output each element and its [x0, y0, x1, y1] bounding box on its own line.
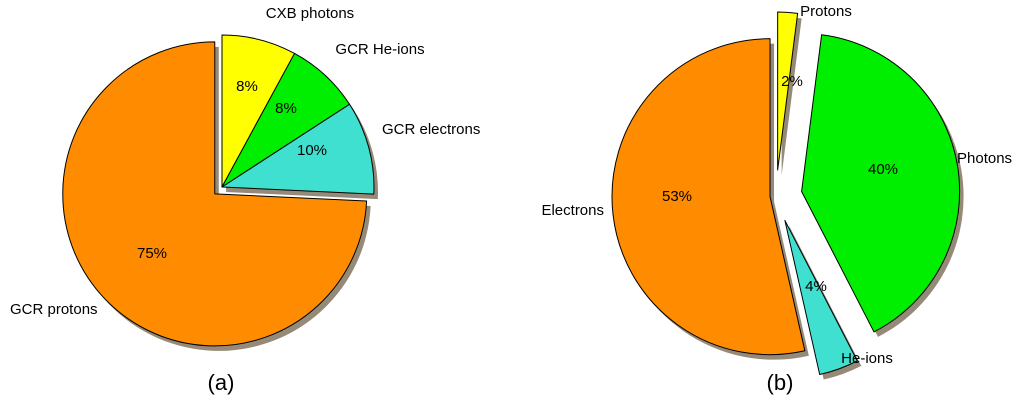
- slice-percent-cxb-photons: 8%: [236, 78, 258, 95]
- slice-percent-gcr-he-ions: 8%: [275, 100, 297, 117]
- pie-chart-a: CXB photons 8% GCR He-ions 8% GCR electrons 1…: [10, 5, 480, 351]
- slice-percent-photons: 40%: [868, 161, 898, 178]
- pie-slice-gcr-electrons: [221, 103, 375, 195]
- slice-percent-gcr-protons: 75%: [137, 245, 167, 262]
- slice-label-gcr-electrons: GCR electrons: [382, 121, 480, 138]
- slice-label-protons: Protons: [800, 3, 852, 20]
- slice-label-gcr-protons: GCR protons: [10, 301, 98, 318]
- slice-percent-protons: 2%: [781, 73, 803, 90]
- slice-label-cxb-photons: CXB photons: [266, 5, 354, 22]
- pie-slice-gcr-protons: [62, 41, 368, 347]
- pie-slice-photons: [801, 34, 961, 333]
- panel-label-b: (b): [767, 370, 794, 395]
- slice-label-electrons: Electrons: [541, 202, 604, 219]
- slice-percent-electrons: 53%: [662, 188, 692, 205]
- pie-chart-b: Protons 2% Photons 40% He-ions 4% Electrons 53%: [541, 3, 1012, 380]
- slice-label-he-ions: He-ions: [841, 350, 893, 367]
- pie-slice-electrons: [611, 38, 806, 356]
- slice-label-photons: Photons: [957, 150, 1012, 167]
- slice-label-gcr-he-ions: GCR He-ions: [335, 41, 424, 58]
- panel-label-a: (a): [208, 370, 235, 395]
- pie-slice-he-ions: [784, 219, 858, 376]
- slice-percent-gcr-electrons: 10%: [297, 142, 327, 159]
- pie-slice-protons: [777, 11, 799, 171]
- slice-percent-he-ions: 4%: [805, 278, 827, 295]
